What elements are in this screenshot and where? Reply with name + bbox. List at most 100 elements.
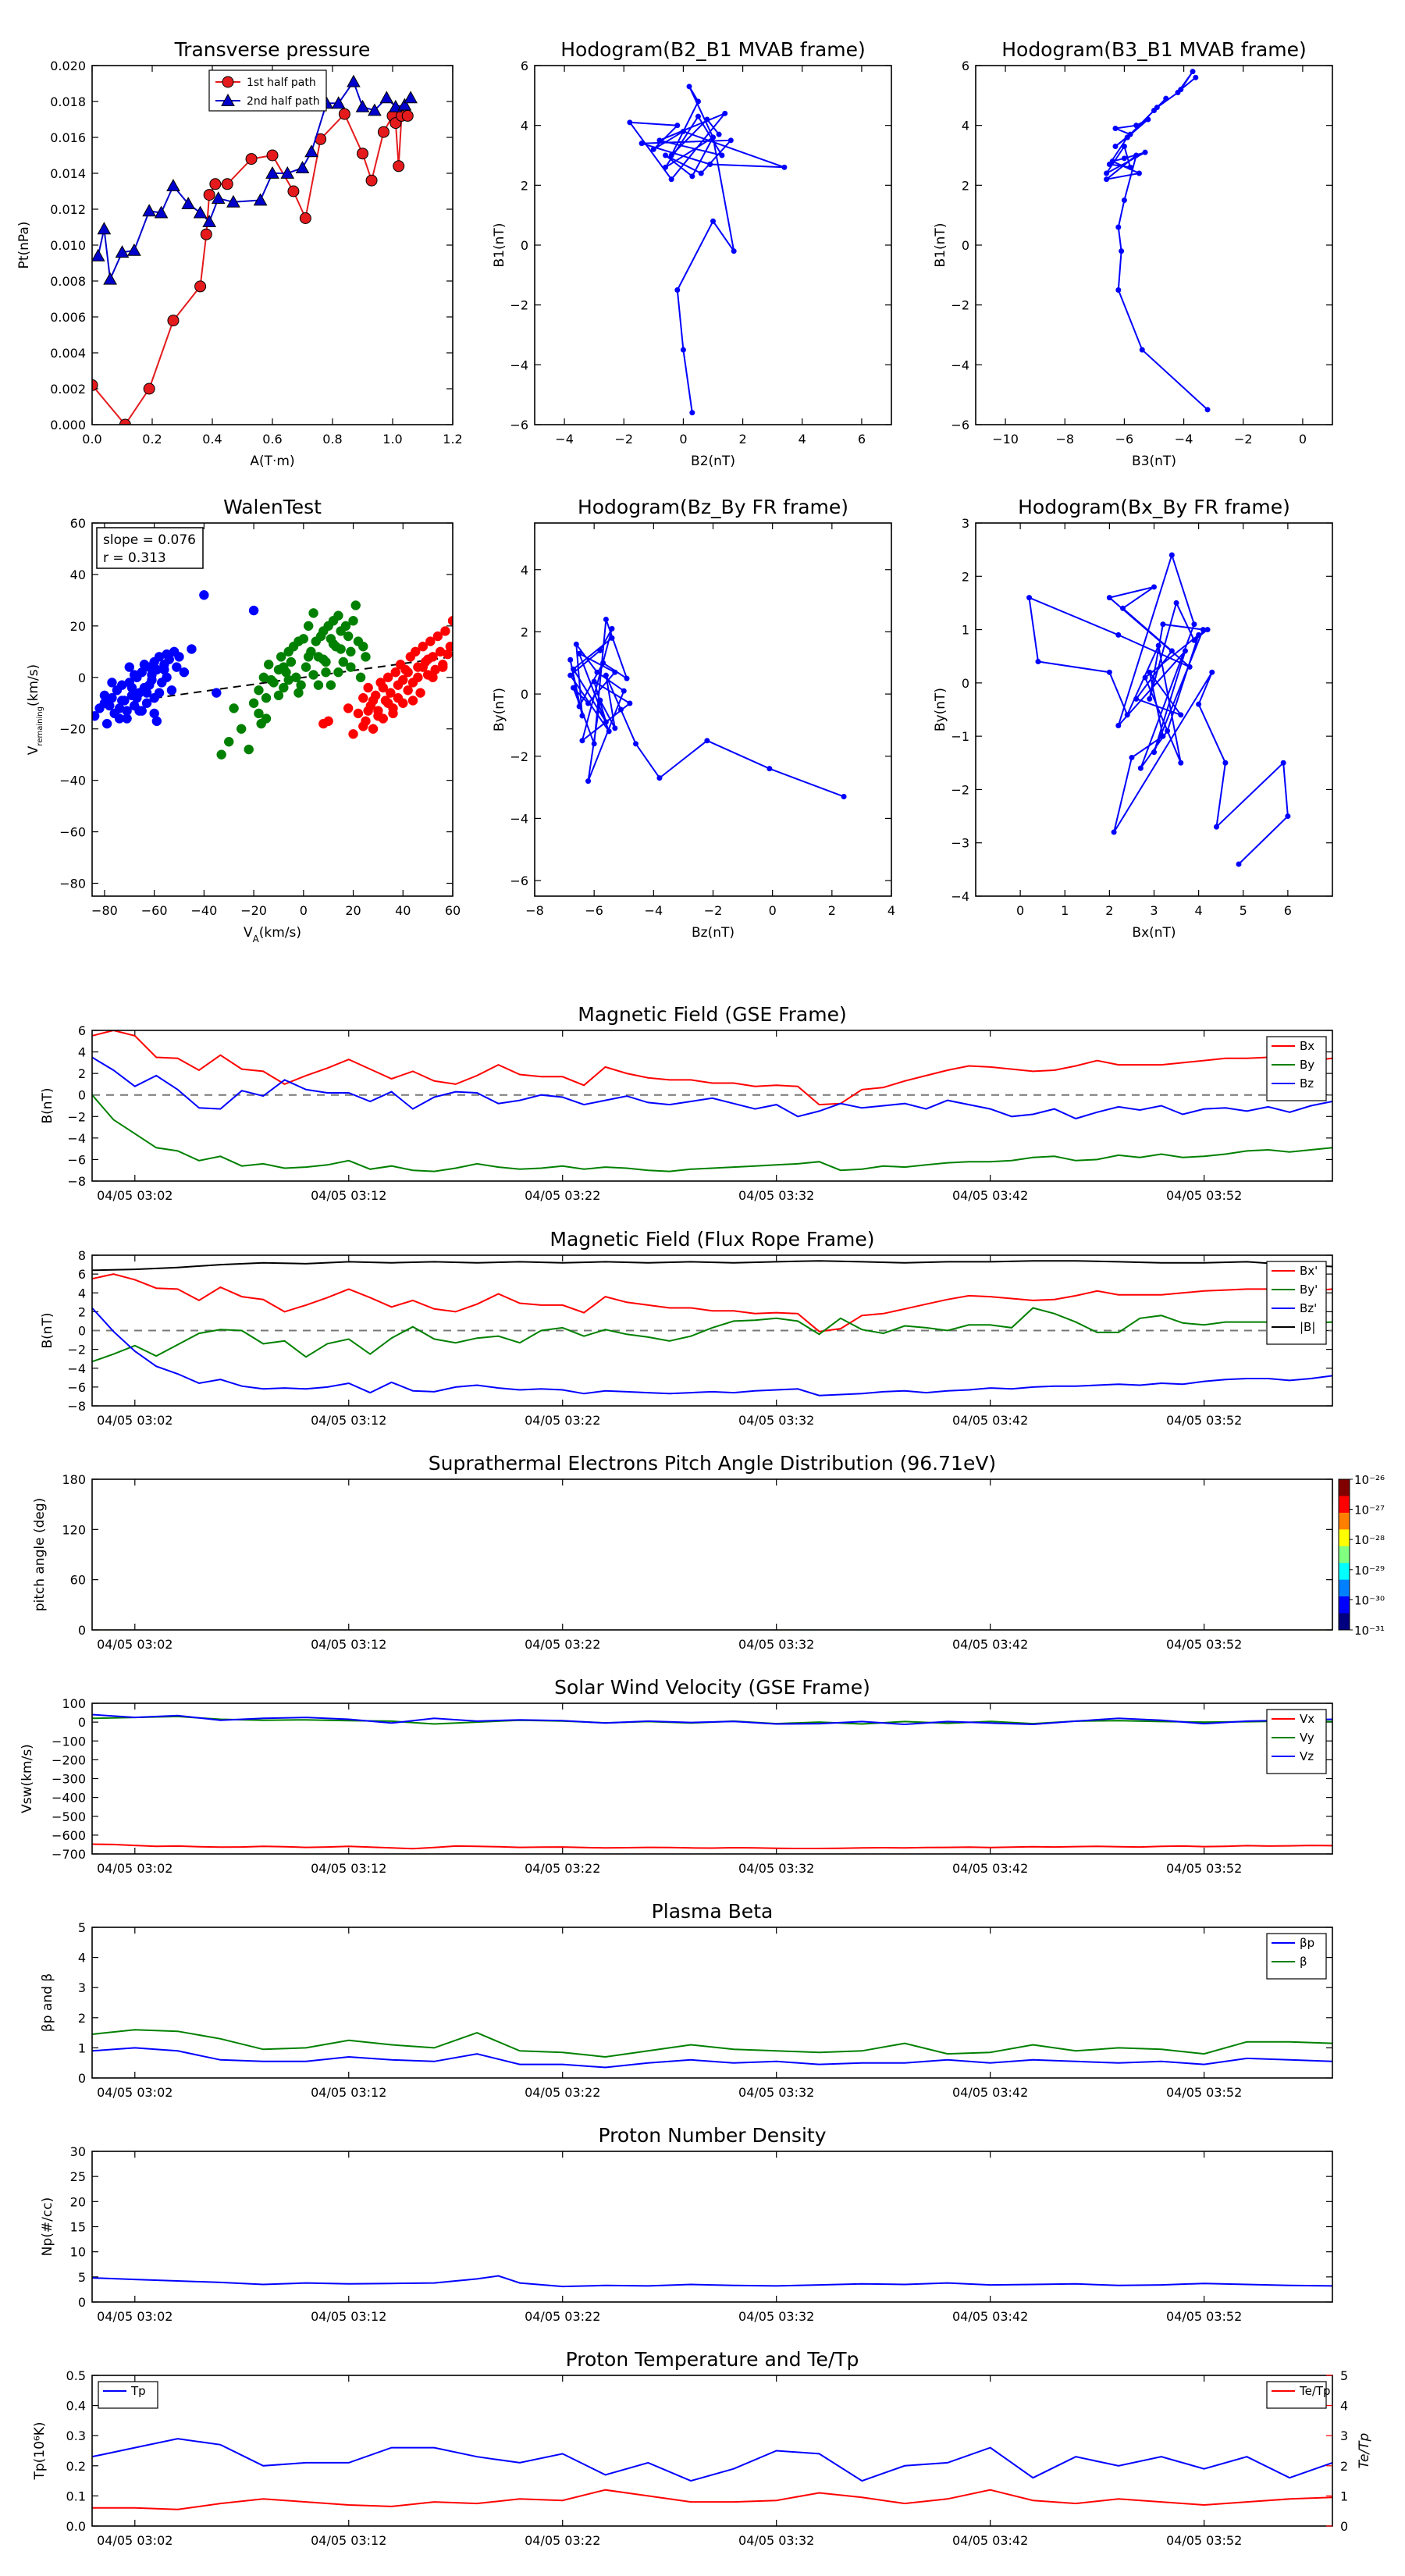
plot-area <box>976 66 1332 425</box>
y-tick-label: 40 <box>70 568 86 582</box>
data-point <box>597 697 603 703</box>
data-point <box>1165 728 1171 734</box>
data-point <box>1213 824 1219 830</box>
data-point <box>722 110 728 116</box>
data-point <box>147 670 157 680</box>
y2-tick-label: 1 <box>1340 2489 1348 2503</box>
colorbar-segment <box>1339 1579 1350 1597</box>
data-point <box>99 690 110 701</box>
data-point <box>346 662 356 672</box>
y-tick-label: 0.018 <box>50 94 86 109</box>
chart-hodoB3B1: −10 −8 −6 −4 −2 0 −6 −4 −2 0 2 4 6 Hodogram(B3_B1 MVA… <box>933 38 1333 469</box>
data-point <box>1121 155 1127 162</box>
y-tick-label: 2 <box>521 624 528 639</box>
data-point <box>279 682 289 693</box>
data-point <box>686 84 692 90</box>
data-point <box>1124 134 1130 141</box>
series-line <box>92 1030 1332 1106</box>
data-point <box>308 670 318 680</box>
chart-magGSE: Magnetic Field (GSE Frame) 04/05 03:02 04/… <box>40 1003 1333 1203</box>
x-tick-label: 0.6 <box>262 432 282 447</box>
data-point <box>378 682 389 693</box>
axes-frame <box>91 1703 1333 1855</box>
data-point <box>1119 248 1125 254</box>
series-group <box>1104 69 1211 413</box>
y-tick-label: 25 <box>70 2169 86 2184</box>
y-tick-label: 6 <box>962 59 969 73</box>
data-point <box>1182 648 1188 654</box>
data-point <box>221 93 235 106</box>
y-tick-label: 100 <box>62 1696 86 1711</box>
series-group <box>92 74 418 425</box>
y-tick-label: 20 <box>70 2194 86 2209</box>
series-line <box>92 1307 1332 1397</box>
series-group <box>92 1030 1332 1172</box>
data-point <box>1178 87 1184 93</box>
axes-frame <box>91 65 454 425</box>
data-point <box>261 713 272 724</box>
legend: βp β <box>1266 1933 1327 1980</box>
data-point <box>1133 696 1140 702</box>
x-tick-label: 04/05 03:22 <box>525 1188 600 1203</box>
data-point <box>1285 813 1291 820</box>
data-point <box>382 698 393 709</box>
y-tick-label: 2 <box>962 569 969 584</box>
data-point <box>567 656 574 663</box>
data-point <box>286 656 297 667</box>
legend-label: Vx <box>1300 1712 1314 1726</box>
legend: Te/Tp <box>1266 2381 1331 2409</box>
colorbar: 10⁻²⁶ 10⁻²⁷ 10⁻²⁸ 10⁻²⁹ 10⁻³⁰ 10⁻³¹ <box>1338 1473 1385 1638</box>
series-line <box>92 1094 1332 1172</box>
colorbar-segment <box>1339 1563 1350 1581</box>
y2-axis-label: Te/Tp <box>1357 2432 1372 2468</box>
colorbar-label: 10⁻²⁸ <box>1354 1533 1385 1547</box>
x-axis-label: A(T·m) <box>250 454 294 469</box>
data-point <box>368 724 379 734</box>
x-tick-label: −20 <box>240 903 267 918</box>
data-point <box>1035 659 1041 665</box>
x-tick-label: 04/05 03:02 <box>97 1861 173 1876</box>
data-point <box>279 662 289 672</box>
data-point <box>1196 701 1202 707</box>
data-point <box>346 646 356 657</box>
x-tick-label: 0.0 <box>82 432 101 447</box>
data-point <box>689 173 695 180</box>
data-point <box>1191 621 1197 628</box>
data-point <box>1155 642 1161 649</box>
y-tick-label: 6 <box>78 1267 86 1282</box>
data-point <box>1129 754 1135 760</box>
data-point <box>1115 287 1122 293</box>
data-point <box>211 191 226 205</box>
y-tick-label: 2 <box>962 178 969 193</box>
legend-label: 1st half path <box>247 76 316 89</box>
y-tick-label: −100 <box>52 1734 86 1749</box>
y-tick-label: −4 <box>951 358 969 372</box>
data-point <box>338 108 350 120</box>
data-point <box>254 708 264 719</box>
chart-title: Hodogram(Bz_By FR frame) <box>578 496 848 518</box>
y-tick-label: 180 <box>62 1472 86 1487</box>
x-axis-label-part: V <box>244 925 253 941</box>
chart-title: Hodogram(Bx_By FR frame) <box>1018 496 1290 518</box>
x-tick-label: 04/05 03:42 <box>952 1188 1028 1203</box>
chart-title: Hodogram(B2_B1 MVAB frame) <box>560 38 866 61</box>
data-point <box>1111 829 1117 835</box>
data-point <box>154 688 165 698</box>
y-tick-label: −60 <box>59 825 86 840</box>
data-point <box>716 131 722 137</box>
y-tick-label: 0.006 <box>50 310 86 325</box>
data-point <box>154 205 169 219</box>
x-tick-label: −4 <box>555 432 574 447</box>
data-point <box>304 144 318 158</box>
data-point <box>301 662 311 672</box>
chart-hodoBxBy: 0 1 2 3 4 5 6 −4 −3 −2 −1 0 1 2 3 Hodogram(Bx_By FR fra… <box>933 496 1333 941</box>
chart-title: Proton Number Density <box>599 2124 827 2147</box>
colorbar-label: 10⁻²⁶ <box>1354 1473 1385 1487</box>
plot-area <box>92 1479 1332 1630</box>
data-point <box>638 141 645 147</box>
chart-tpr: Proton Temperature and Te/Tp 04/05 03:02 0… <box>32 2348 1372 2548</box>
y-axis-label: B(nT) <box>40 1087 55 1123</box>
legend-frame <box>1266 1709 1327 1774</box>
data-point <box>680 347 686 353</box>
y-tick-label: 0 <box>78 2295 86 2310</box>
